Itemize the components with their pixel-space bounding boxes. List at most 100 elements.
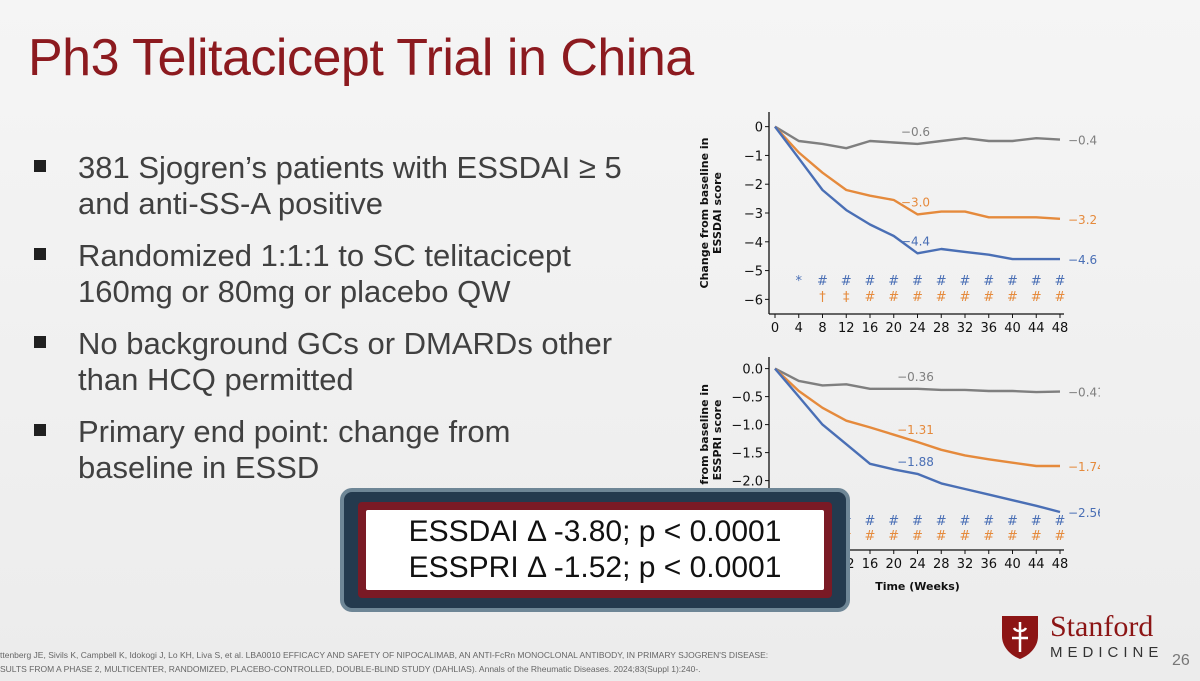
significance-marker: # xyxy=(912,274,923,289)
significance-marker: # xyxy=(912,290,923,305)
significance-marker: # xyxy=(960,529,971,544)
logo-wordmark: Stanford xyxy=(1050,610,1154,643)
x-tick-label: 40 xyxy=(1004,557,1021,572)
significance-marker: # xyxy=(841,274,852,289)
significance-marker: # xyxy=(888,274,899,289)
significance-marker: # xyxy=(817,274,828,289)
series-line-80mg xyxy=(774,125,1061,220)
y-axis-label: Change from baseline inESSDAI score xyxy=(698,138,724,289)
end-label-80mg: −3.2 xyxy=(1068,213,1097,227)
significance-marker: # xyxy=(960,290,971,305)
y-tick-label: −1.0 xyxy=(731,419,763,434)
y-axis-label-line: Change from baseline in xyxy=(698,138,711,289)
y-tick-label: −1 xyxy=(744,149,763,164)
results-callout: ESSDAI Δ -3.80; p < 0.0001 ESSPRI Δ -1.5… xyxy=(340,488,850,612)
bullet-square-icon xyxy=(34,336,46,348)
y-tick-label: −6 xyxy=(744,293,763,308)
bullet-text: Primary end point: change from baseline … xyxy=(78,414,511,485)
stanford-medicine-logo: Stanford MEDICINE xyxy=(1000,612,1175,662)
significance-marker: # xyxy=(936,274,947,289)
references: ttenberg JE, Sivils K, Campbell K, Idoko… xyxy=(0,648,960,676)
significance-marker: # xyxy=(888,529,899,544)
x-tick-label: 48 xyxy=(1052,557,1069,572)
x-tick-label: 48 xyxy=(1052,321,1069,336)
significance-marker: # xyxy=(888,290,899,305)
callout-body: ESSDAI Δ -3.80; p < 0.0001 ESSPRI Δ -1.5… xyxy=(366,510,824,590)
data-label-160mg: −4.4 xyxy=(901,234,930,248)
significance-marker: # xyxy=(1031,529,1042,544)
bullet-item: Randomized 1:1:1 to SC telitacicept 160m… xyxy=(30,238,630,310)
end-label-placebo: −0.41 xyxy=(1068,386,1100,400)
x-tick-label: 32 xyxy=(957,557,974,572)
significance-marker: # xyxy=(865,274,876,289)
end-label-80mg: −1.74 xyxy=(1068,460,1100,474)
x-tick-label: 36 xyxy=(980,557,997,572)
significance-marker: # xyxy=(936,529,947,544)
series-line-160mg xyxy=(774,125,1060,261)
significance-marker: # xyxy=(983,529,994,544)
end-label-placebo: −0.4 xyxy=(1068,134,1097,148)
y-axis-label-line: ESSPRI score xyxy=(711,400,724,481)
significance-marker: # xyxy=(888,514,899,529)
data-label-160mg: −1.88 xyxy=(897,455,934,469)
significance-marker: # xyxy=(1031,274,1042,289)
end-label-160mg: −2.56 xyxy=(1068,506,1100,520)
bullet-text: No background GCs or DMARDs other than H… xyxy=(78,326,613,397)
bullet-text: 381 Sjogren’s patients with ESSDAI ≥ 5 a… xyxy=(78,150,622,221)
end-label-160mg: −4.6 xyxy=(1068,253,1097,267)
y-axis-label-line: ESSDAI score xyxy=(711,172,724,254)
reference-line: SULTS FROM A PHASE 2, MULTICENTER, RANDO… xyxy=(0,664,701,674)
y-tick-label: −5 xyxy=(744,265,763,280)
charts-area: 0−1−2−3−4−5−60 4 8 12 16 20 24 28 32 36 40 44 48Chan… xyxy=(698,112,1100,593)
x-tick-label: 20 xyxy=(885,321,902,336)
x-tick-label: 44 xyxy=(1028,557,1045,572)
bullet-item: No background GCs or DMARDs other than H… xyxy=(30,326,630,398)
x-tick-label: 24 xyxy=(909,321,926,336)
x-axis-label: Time (Weeks) xyxy=(875,580,960,593)
significance-marker: # xyxy=(865,529,876,544)
significance-marker: # xyxy=(1007,529,1018,544)
data-label-80mg: −1.31 xyxy=(897,423,934,437)
series-line-placebo xyxy=(774,125,1061,150)
series-line-80mg xyxy=(774,367,1060,468)
page-number: 26 xyxy=(1172,652,1190,669)
x-tick-label: 4 xyxy=(795,321,803,336)
series-line-placebo xyxy=(774,367,1061,394)
x-tick-label: 28 xyxy=(933,557,950,572)
significance-marker: # xyxy=(865,514,876,529)
data-label-placebo: −0.6 xyxy=(901,125,930,139)
significance-marker: # xyxy=(1031,290,1042,305)
significance-marker: ‡ xyxy=(843,290,850,305)
bullet-text: Randomized 1:1:1 to SC telitacicept 160m… xyxy=(78,238,571,309)
x-tick-label: 36 xyxy=(980,321,997,336)
significance-marker: # xyxy=(1007,274,1018,289)
y-tick-label: −1.5 xyxy=(731,447,763,462)
data-label-80mg: −3.0 xyxy=(901,195,930,209)
bullet-square-icon xyxy=(34,248,46,260)
significance-marker: # xyxy=(912,514,923,529)
x-tick-label: 0 xyxy=(771,321,779,336)
y-tick-label: −3 xyxy=(744,207,763,222)
significance-marker: # xyxy=(936,290,947,305)
logo-subtitle: MEDICINE xyxy=(1050,644,1164,661)
bullet-item: Primary end point: change from baseline … xyxy=(30,414,630,486)
x-tick-label: 16 xyxy=(862,321,879,336)
x-tick-label: 44 xyxy=(1028,321,1045,336)
esspri-result: ESSPRI Δ -1.52; p < 0.0001 xyxy=(408,551,782,584)
significance-marker: # xyxy=(1055,529,1066,544)
y-tick-label: −2.0 xyxy=(731,475,763,490)
x-tick-label: 40 xyxy=(1004,321,1021,336)
significance-marker: # xyxy=(983,290,994,305)
significance-marker: # xyxy=(1055,290,1066,305)
x-tick-label: 12 xyxy=(838,321,855,336)
bullet-square-icon xyxy=(34,424,46,436)
reference-line: ttenberg JE, Sivils K, Campbell K, Idoko… xyxy=(0,650,769,660)
x-tick-label: 20 xyxy=(885,557,902,572)
y-tick-label: −4 xyxy=(744,236,763,251)
bullet-item: 381 Sjogren’s patients with ESSDAI ≥ 5 a… xyxy=(30,150,630,222)
x-tick-label: 16 xyxy=(862,557,879,572)
series-line-160mg xyxy=(774,367,1061,514)
significance-marker: # xyxy=(865,290,876,305)
significance-marker: # xyxy=(960,274,971,289)
callout-frame: ESSDAI Δ -3.80; p < 0.0001 ESSPRI Δ -1.5… xyxy=(358,502,832,598)
